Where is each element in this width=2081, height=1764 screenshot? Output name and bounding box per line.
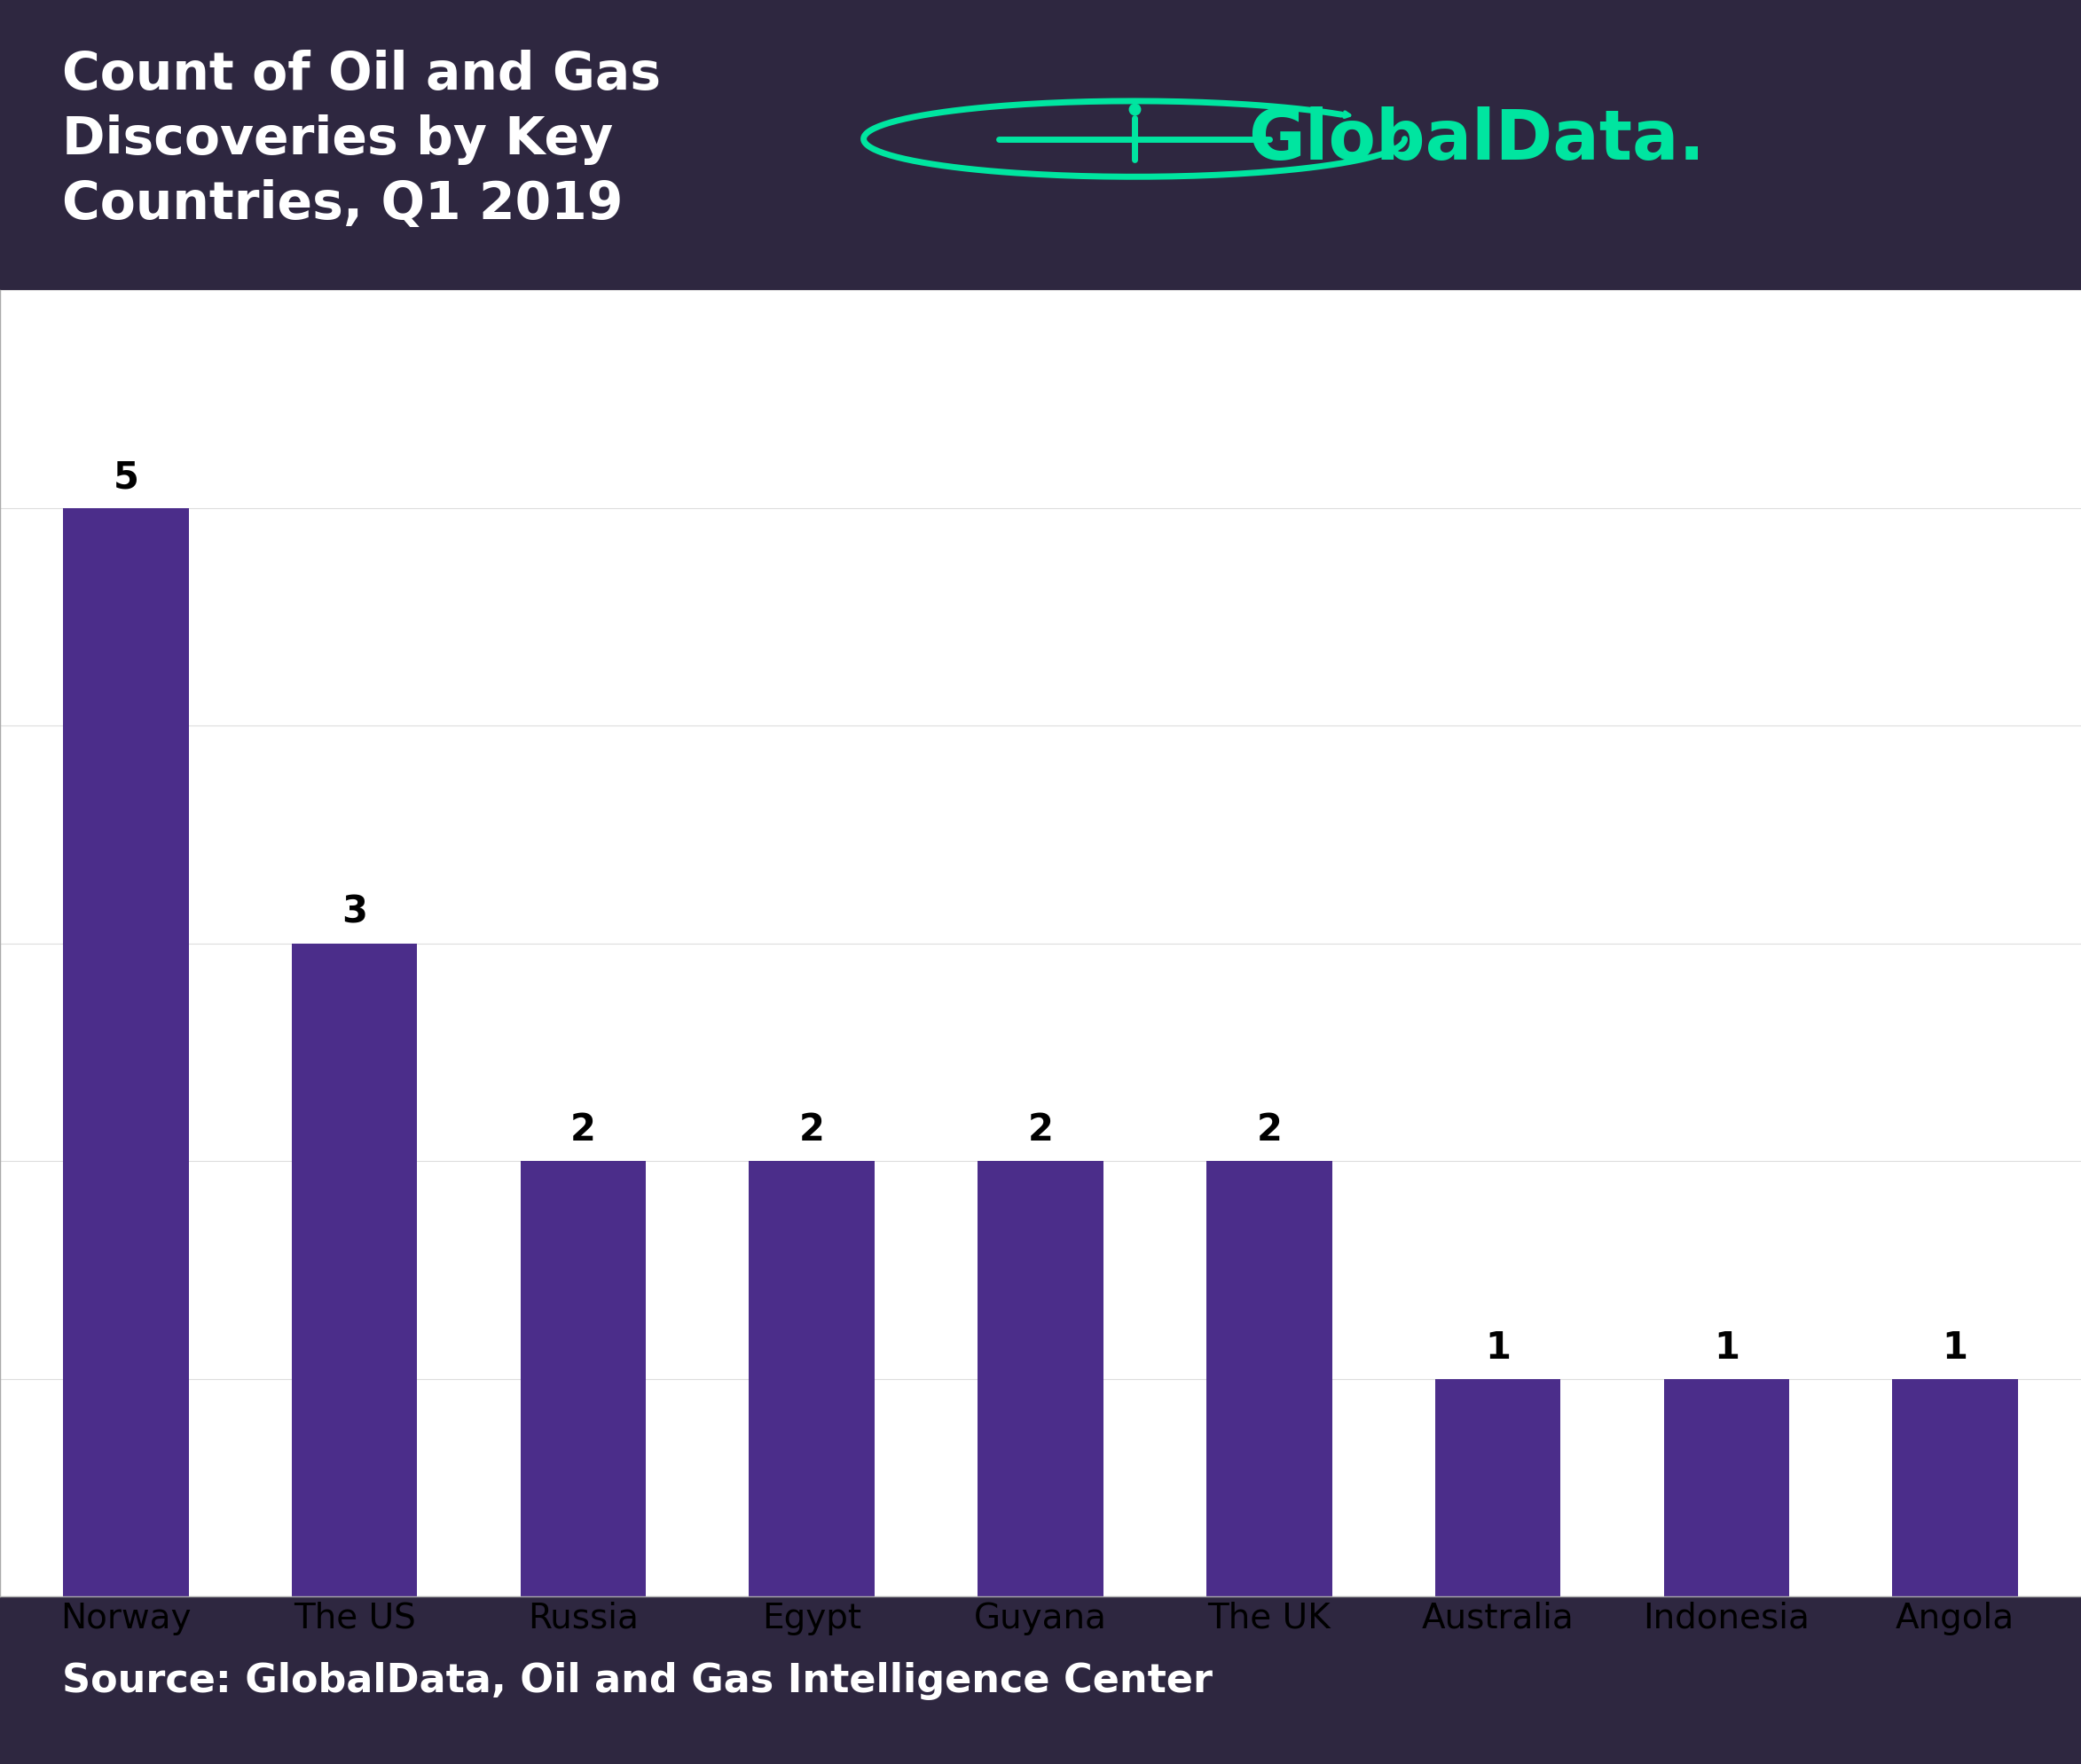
Text: 2: 2 — [799, 1111, 824, 1148]
Bar — [291, 944, 418, 1596]
Bar — [749, 1161, 874, 1596]
Bar — [1892, 1379, 2019, 1596]
Text: 5: 5 — [112, 459, 139, 496]
Text: 1: 1 — [1942, 1328, 1969, 1365]
Text: 1: 1 — [1713, 1328, 1740, 1365]
Text: GlobalData.: GlobalData. — [1249, 106, 1704, 173]
Text: 2: 2 — [570, 1111, 595, 1148]
Bar — [1663, 1379, 1790, 1596]
Bar — [62, 508, 189, 1596]
Bar — [978, 1161, 1103, 1596]
Text: Source: GlobalData, Oil and Gas Intelligence Center: Source: GlobalData, Oil and Gas Intellig… — [62, 1662, 1213, 1699]
Bar — [1436, 1379, 1561, 1596]
Text: 1: 1 — [1486, 1328, 1511, 1365]
Bar — [520, 1161, 645, 1596]
Text: Count of Oil and Gas
Discoveries by Key
Countries, Q1 2019: Count of Oil and Gas Discoveries by Key … — [62, 49, 662, 229]
Bar — [1207, 1161, 1332, 1596]
Text: 2: 2 — [1257, 1111, 1282, 1148]
Text: 2: 2 — [1028, 1111, 1053, 1148]
Text: 3: 3 — [341, 893, 368, 931]
